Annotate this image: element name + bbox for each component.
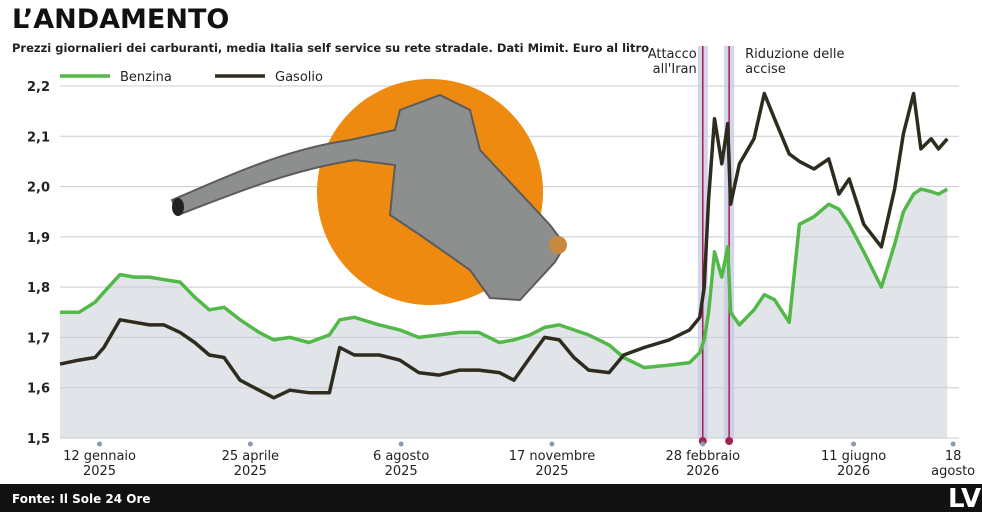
- x-tick: [97, 441, 103, 447]
- chart-subtitle: Prezzi giornalieri dei carburanti, media…: [12, 41, 649, 55]
- annotation: Attacco: [648, 47, 697, 62]
- plot-lines: [59, 46, 949, 445]
- x-tick-label: 6 agosto 2025: [373, 449, 429, 479]
- y-tick-label: 1,9: [27, 231, 50, 246]
- footer-bar: [0, 484, 982, 512]
- nozzle-tip: [172, 198, 184, 216]
- nozzle: [170, 93, 567, 302]
- illustration: [170, 79, 567, 305]
- y-tick-label: 1,8: [27, 281, 50, 296]
- y-tick-label: 2,2: [27, 80, 50, 95]
- legend-label: Benzina: [120, 70, 172, 85]
- x-tick-label: 18 agosto: [931, 449, 975, 479]
- chart-title: L’ANDAMENTO: [12, 4, 229, 35]
- x-tick: [398, 441, 404, 447]
- y-tick-label: 1,5: [27, 432, 50, 447]
- annotation: Riduzione delle: [745, 47, 844, 62]
- x-tick: [950, 441, 956, 447]
- y-tick-label: 2,1: [27, 130, 50, 145]
- annotation: accise: [745, 62, 786, 77]
- x-tick-label: 28 febbraio 2026: [665, 449, 740, 479]
- logo: LV: [948, 484, 981, 512]
- y-tick-label: 1,6: [27, 382, 50, 397]
- source: Fonte: Il Sole 24 Ore: [12, 492, 151, 506]
- legend-label: Gasolio: [275, 70, 323, 85]
- y-tick-label: 2,0: [27, 181, 50, 196]
- x-tick-label: 11 giugno 2026: [821, 449, 886, 479]
- nozzle-cap: [549, 236, 567, 254]
- annotation: all'Iran: [653, 62, 697, 77]
- line-series: [59, 91, 949, 400]
- x-tick-label: 17 novembre 2025: [509, 449, 596, 479]
- x-tick: [247, 441, 253, 447]
- x-tick: [549, 441, 555, 447]
- x-tick: [851, 441, 857, 447]
- x-tick-label: 25 aprile 2025: [222, 449, 279, 479]
- y-tick-label: 1,7: [27, 331, 50, 346]
- event-dot: [725, 437, 734, 445]
- line-series: [60, 187, 949, 370]
- x-tick-label: 12 gennaio 2025: [63, 449, 136, 479]
- x-tick: [700, 441, 706, 447]
